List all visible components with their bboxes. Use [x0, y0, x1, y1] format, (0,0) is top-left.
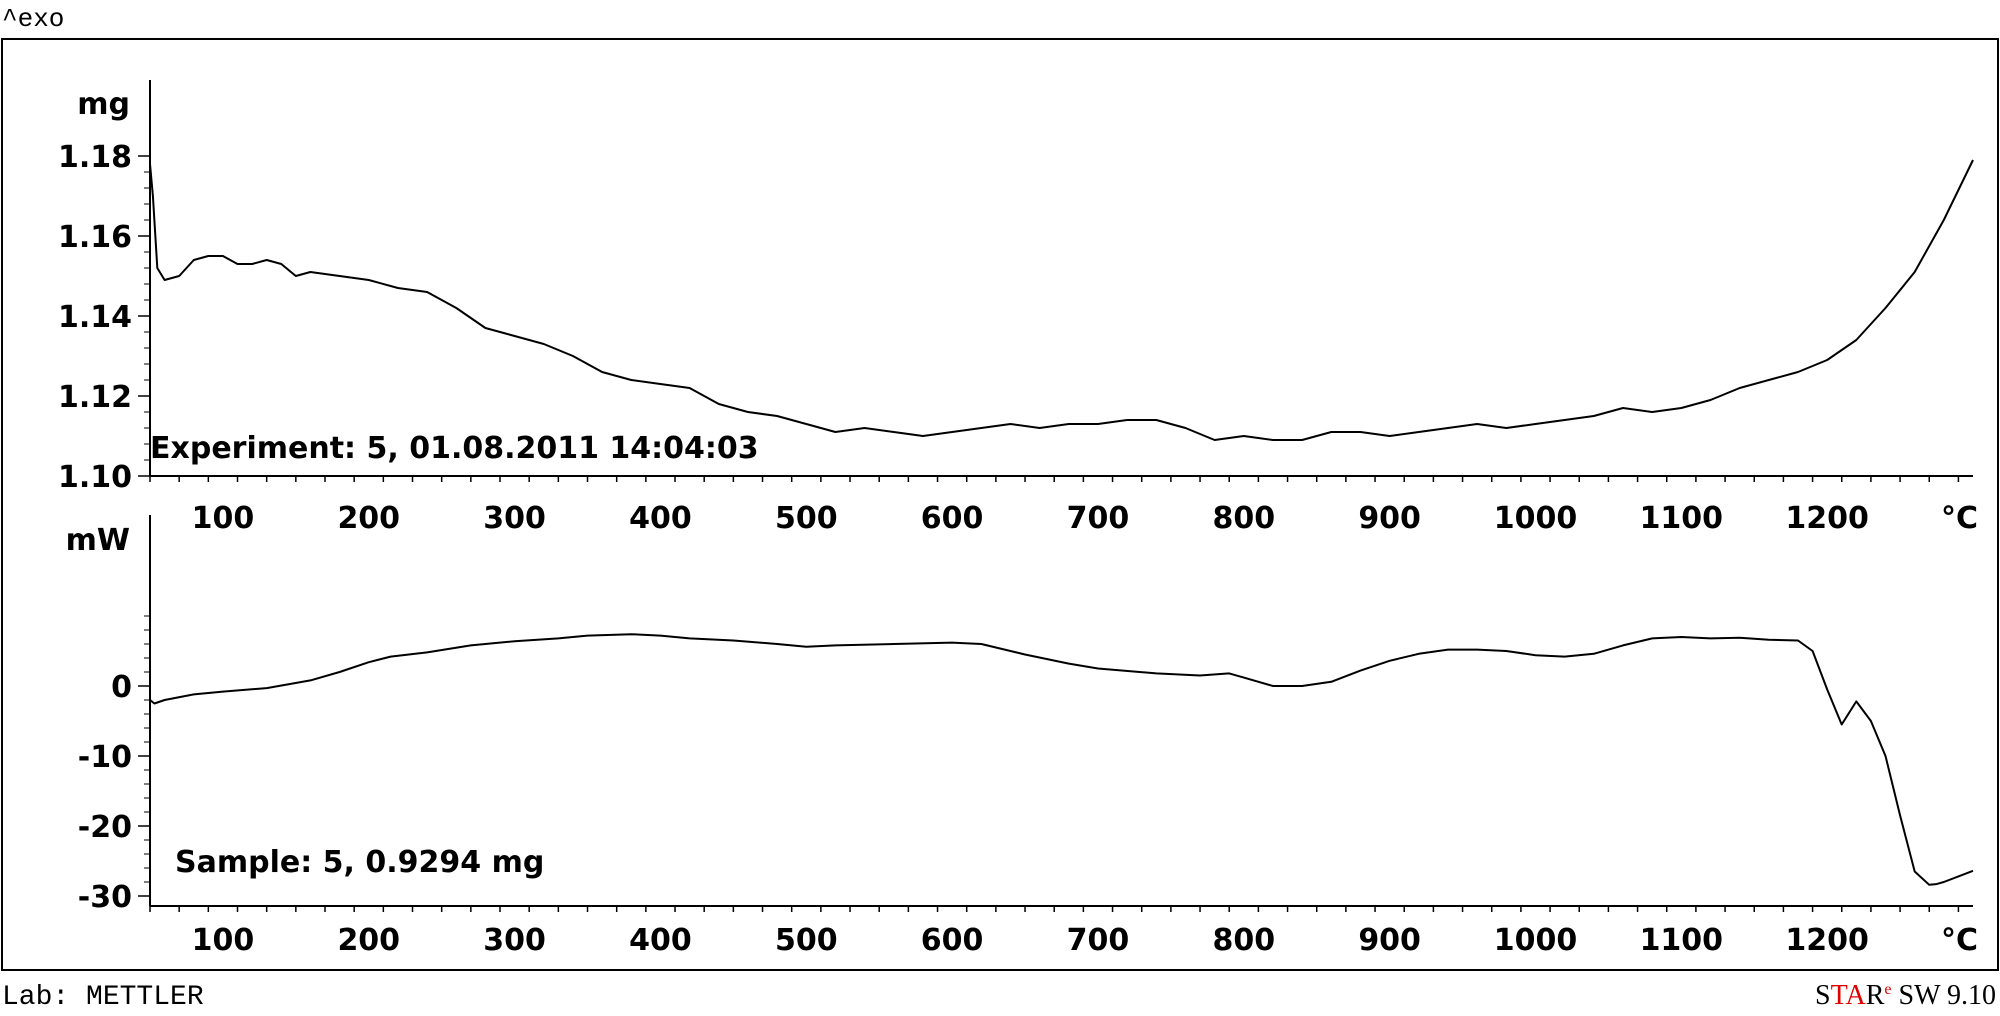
- dsc-x-tick-label: 400: [629, 923, 692, 958]
- tga-x-tick-label: 400: [629, 501, 692, 536]
- dsc-y-unit-label: mW: [66, 523, 130, 558]
- tga-x-tick-label: 800: [1212, 501, 1275, 536]
- brand-r: R: [1866, 980, 1885, 1011]
- tga-panel: mg °C Experiment: 5, 01.08.2011 14:04:03…: [58, 80, 1978, 536]
- dsc-curve: [149, 633, 1974, 886]
- plot-frame: [1, 38, 1999, 971]
- brand-ta: TA: [1831, 980, 1867, 1011]
- star-software-version: STARe SW 9.10: [1815, 980, 1996, 1011]
- dsc-x-tick-label: 200: [337, 923, 400, 958]
- tga-x-tick-label: 500: [775, 501, 838, 536]
- dsc-x-tick-label: 100: [192, 923, 255, 958]
- tga-x-tick-label: 200: [337, 501, 400, 536]
- brand-s: S: [1815, 980, 1831, 1011]
- experiment-annotation: Experiment: 5, 01.08.2011 14:04:03: [150, 431, 759, 466]
- tga-curve: [149, 159, 1974, 441]
- dsc-x-tick-label: 600: [921, 923, 984, 958]
- tga-x-tick-label: 1000: [1494, 501, 1578, 536]
- dsc-x-tick-label: 500: [775, 923, 838, 958]
- dsc-y-tick-label: -20: [78, 810, 132, 845]
- dsc-panel: mW °C Sample: 5, 0.9294 mg 100 200 300 400 5…: [66, 515, 1978, 958]
- tga-y-tick-label: 1.14: [58, 300, 132, 335]
- tga-y-unit-label: mg: [77, 87, 130, 122]
- tga-x-tick-label: 300: [483, 501, 546, 536]
- tga-x-tick-label: 1200: [1785, 501, 1869, 536]
- exo-label: ^exo: [2, 4, 64, 34]
- dsc-x-tick-label: 1000: [1494, 923, 1578, 958]
- dsc-x-tick-label: 900: [1358, 923, 1421, 958]
- tga-y-tick-label: 1.18: [58, 140, 132, 175]
- dsc-y-tick-label: -30: [78, 880, 132, 915]
- sample-annotation: Sample: 5, 0.9294 mg: [175, 845, 544, 880]
- dsc-x-tick-label: 800: [1212, 923, 1275, 958]
- brand-e-superscript: e: [1884, 981, 1891, 998]
- dsc-x-tick-label: 700: [1067, 923, 1130, 958]
- dsc-x-tick-label: 1100: [1640, 923, 1724, 958]
- tga-x-unit-label: °C: [1941, 501, 1978, 536]
- dsc-x-tick-label: 300: [483, 923, 546, 958]
- dsc-y-tick-label: 0: [111, 670, 132, 705]
- dsc-y-tick-label: -10: [78, 740, 132, 775]
- tga-x-tick-label: 600: [921, 501, 984, 536]
- tga-y-tick-label: 1.12: [58, 380, 132, 415]
- tga-x-tick-label: 900: [1358, 501, 1421, 536]
- dsc-x-unit-label: °C: [1941, 923, 1978, 958]
- tga-y-tick-label: 1.10: [58, 460, 132, 495]
- tga-y-tick-label: 1.16: [58, 220, 132, 255]
- tga-x-tick-label: 100: [192, 501, 255, 536]
- brand-version: SW 9.10: [1892, 980, 1997, 1011]
- dsc-x-tick-label: 1200: [1785, 923, 1869, 958]
- lab-label: Lab: METTLER: [2, 982, 204, 1011]
- tga-x-tick-label: 1100: [1640, 501, 1724, 536]
- tga-x-tick-label: 700: [1067, 501, 1130, 536]
